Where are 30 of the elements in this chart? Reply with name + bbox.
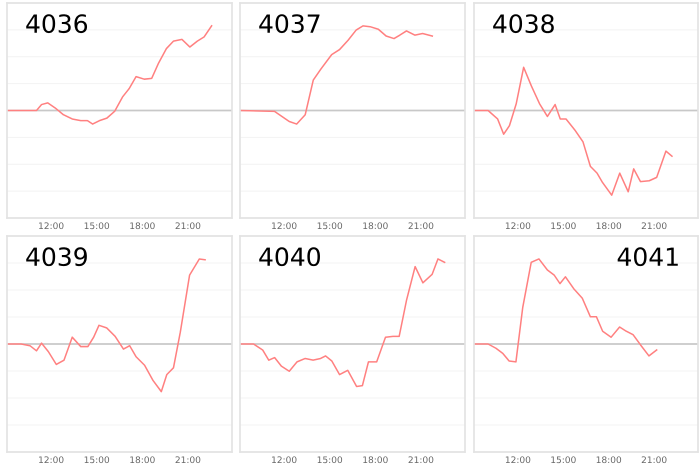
x-tick-label: 12:00 — [272, 222, 296, 230]
x-tick-label: 12:00 — [506, 456, 530, 464]
x-tick-label: 12:00 — [39, 222, 64, 230]
x-tick-label: 18:00 — [596, 456, 622, 464]
x-tick-label: 15:00 — [84, 222, 110, 230]
chart-title: 4037 — [259, 14, 320, 34]
chart-title: 4036 — [26, 14, 88, 34]
x-tick-label: 12:00 — [506, 222, 530, 230]
x-tick-label: 21:00 — [642, 222, 667, 230]
x-tick-label: 18:00 — [363, 222, 388, 230]
x-tick-label: 18:00 — [363, 456, 388, 464]
x-tick-label: 18:00 — [130, 222, 155, 230]
chart-title: 4038 — [493, 14, 554, 34]
x-tick-label: 21:00 — [408, 222, 434, 230]
x-tick-label: 21:00 — [408, 456, 434, 464]
chart-title: 4040 — [259, 247, 320, 266]
chart-title: 4039 — [26, 247, 87, 266]
x-tick-label: 15:00 — [551, 456, 576, 464]
x-tick-label: 15:00 — [318, 456, 342, 464]
x-tick-label: 21:00 — [642, 456, 667, 464]
x-tick-label: 15:00 — [318, 222, 342, 230]
x-tick-label: 12:00 — [272, 456, 296, 464]
x-tick-label: 21:00 — [176, 456, 200, 464]
x-tick-label: 12:00 — [39, 456, 64, 464]
x-tick-label: 18:00 — [596, 222, 622, 230]
chart-title: 4041 — [618, 247, 678, 266]
x-tick-label: 15:00 — [84, 456, 110, 464]
x-tick-label: 18:00 — [130, 456, 155, 464]
x-tick-label: 15:00 — [551, 222, 576, 230]
x-tick-label: 21:00 — [176, 222, 200, 230]
